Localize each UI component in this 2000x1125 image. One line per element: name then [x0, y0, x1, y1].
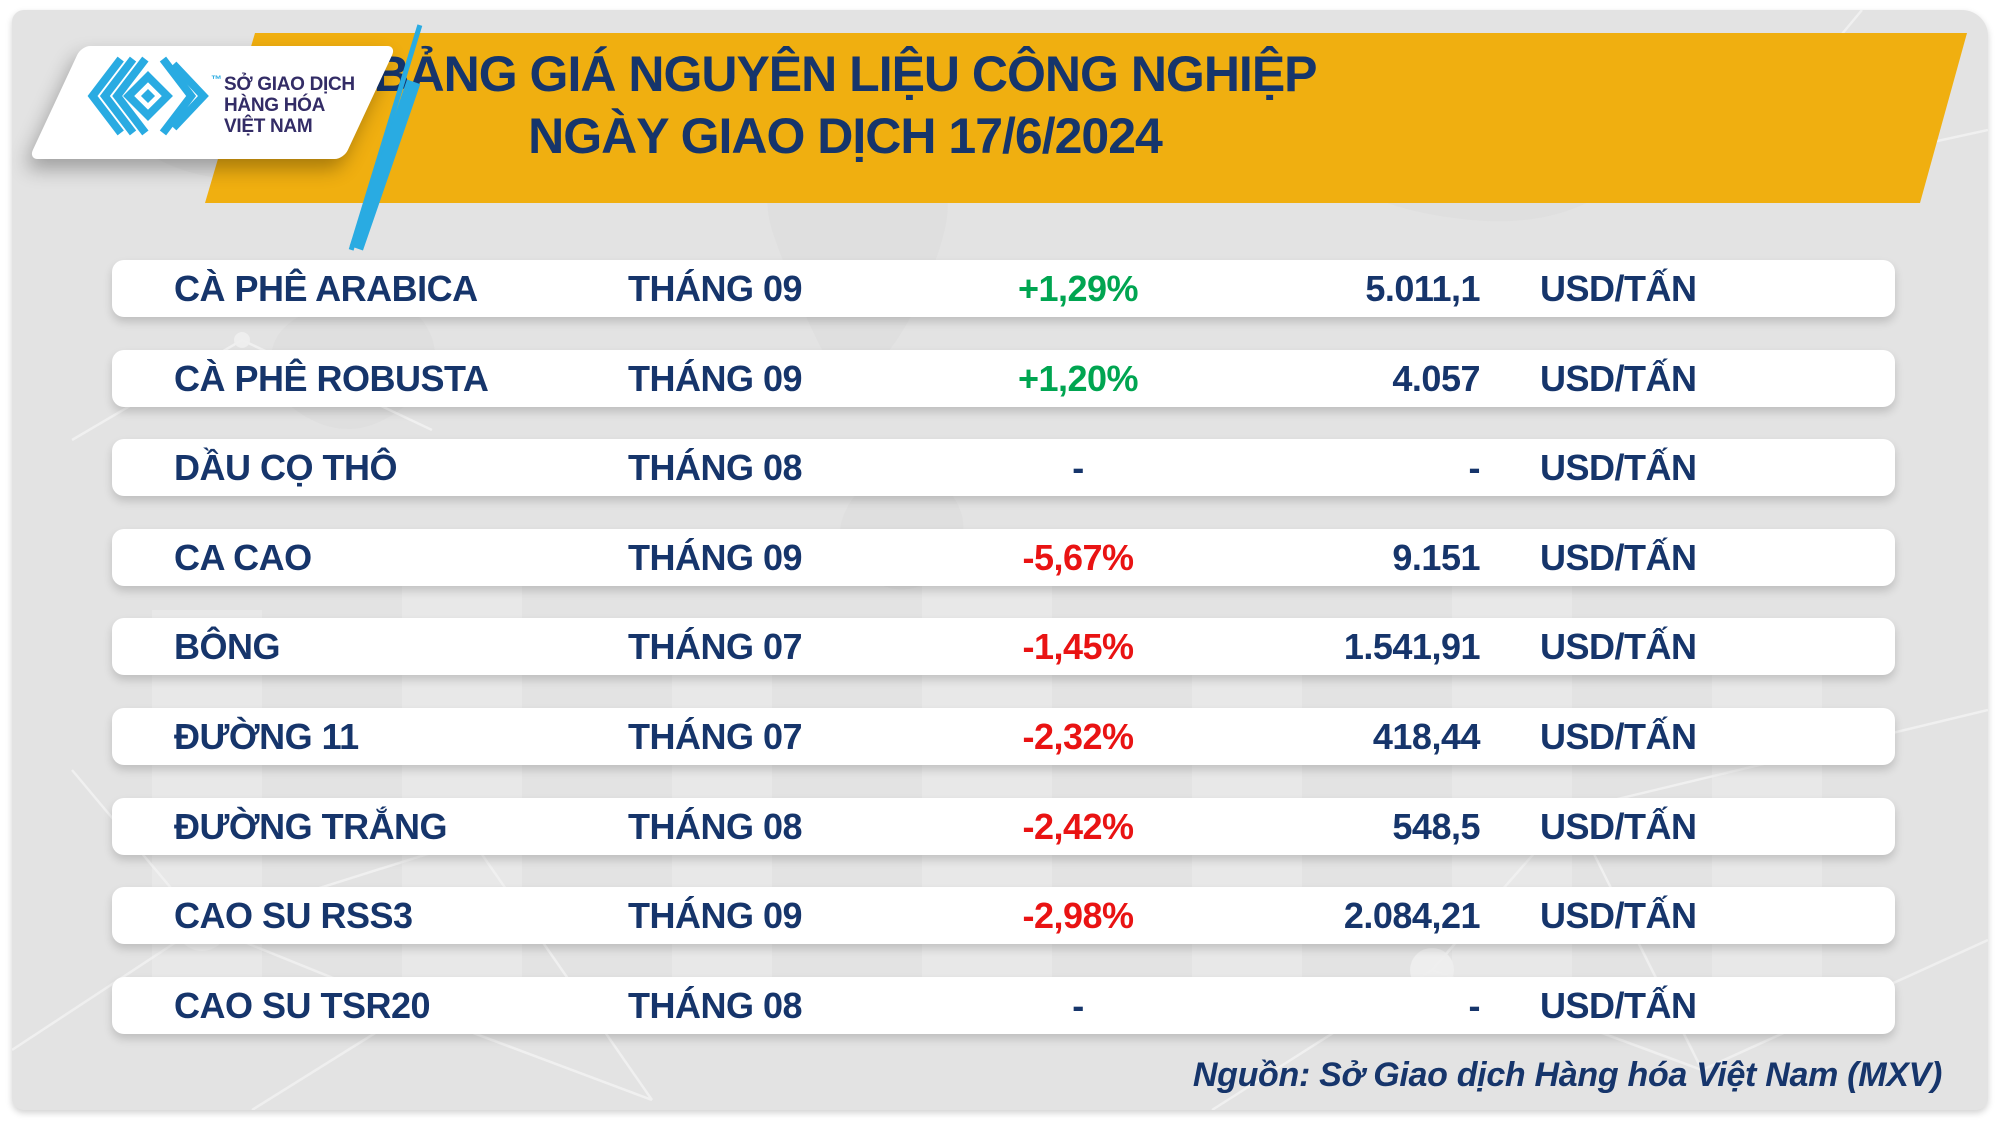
mxv-logo-icon: [87, 56, 209, 136]
price-unit: USD/TẤN: [1540, 626, 1697, 668]
title-line-1: BẢNG GIÁ NGUYÊN LIỆU CÔNG NGHIỆP: [373, 46, 1317, 102]
contract-month: THÁNG 07: [627, 626, 803, 668]
commodity-name: BÔNG: [174, 626, 281, 668]
price-value: -: [1468, 984, 1481, 1026]
title-line-2: NGÀY GIAO DỊCH 17/6/2024: [528, 108, 1163, 164]
price-unit: USD/TẤN: [1540, 895, 1697, 937]
price-value: 9.151: [1392, 536, 1480, 578]
commodity-name: CÀ PHÊ ROBUSTA: [174, 357, 489, 399]
page-title: BẢNG GIÁ NGUYÊN LIỆU CÔNG NGHIỆP NGÀY GI…: [205, 43, 1485, 167]
contract-month: THÁNG 09: [627, 268, 803, 309]
price-value: 5.011,1: [1365, 268, 1480, 309]
table-row: CA CAO THÁNG 09 -5,67% 9.151 USD/TẤN: [112, 528, 1895, 586]
logo-org-name: SỞ GIAO DỊCH HÀNG HÓA VIỆT NAM: [224, 74, 355, 137]
price-unit: USD/TẤN: [1540, 268, 1697, 309]
commodity-name: ĐƯỜNG 11: [174, 715, 359, 757]
source-note: Nguồn: Sở Giao dịch Hàng hóa Việt Nam (M…: [1192, 1056, 1942, 1094]
contract-month: THÁNG 09: [627, 895, 803, 937]
table-row: CAO SU RSS3 THÁNG 09 -2,98% 2.084,21 USD/TẤN: [112, 887, 1895, 945]
logo-org-line-3: VIỆT NAM: [224, 116, 313, 137]
change-percent: -2,42%: [1022, 805, 1134, 847]
table-row: ĐƯỜNG 11 THÁNG 07 -2,32% 418,44 USD/TẤN: [112, 707, 1895, 765]
contract-month: THÁNG 07: [627, 715, 803, 757]
logo-org-line-1: SỞ GIAO DỊCH: [224, 74, 355, 95]
price-unit: USD/TẤN: [1540, 715, 1697, 757]
change-percent: -2,98%: [1022, 895, 1134, 937]
table-row: CÀ PHÊ ARABICA THÁNG 09 +1,29% 5.011,1 USD/T…: [112, 260, 1895, 317]
price-table: CÀ PHÊ ARABICA THÁNG 09 +1,29% 5.011,1 USD/T…: [112, 260, 1895, 1034]
change-percent: +1,20%: [1017, 357, 1139, 399]
contract-month: THÁNG 08: [627, 805, 803, 847]
table-row: CÀ PHÊ ROBUSTA THÁNG 09 +1,20% 4.057 USD/TẤN: [112, 349, 1895, 407]
change-percent: -1,45%: [1022, 626, 1134, 668]
change-percent: -2,32%: [1022, 715, 1134, 757]
logo-content: ™ SỞ GIAO DỊCH HÀNG HÓA VIỆT NAM: [0, 0, 420, 180]
commodity-name: ĐƯỜNG TRẮNG: [174, 805, 448, 847]
contract-month: THÁNG 09: [627, 357, 803, 399]
price-unit: USD/TẤN: [1540, 447, 1697, 489]
commodity-name: CAO SU TSR20: [174, 984, 431, 1026]
contract-month: THÁNG 09: [627, 536, 803, 578]
trademark-symbol: ™: [211, 74, 222, 86]
table-row: BÔNG THÁNG 07 -1,45% 1.541,91 USD/TẤN: [112, 618, 1895, 676]
change-percent: +1,29%: [1017, 268, 1139, 309]
price-value: 4.057: [1392, 357, 1480, 399]
table-row: ĐƯỜNG TRẮNG THÁNG 08 -2,42% 548,5 USD/TẤN: [112, 797, 1895, 855]
price-unit: USD/TẤN: [1540, 357, 1697, 399]
change-percent: -: [1072, 447, 1084, 489]
price-value: 548,5: [1392, 805, 1480, 847]
price-unit: USD/TẤN: [1540, 536, 1697, 578]
price-value: 1.541,91: [1343, 626, 1481, 668]
commodity-name: DẦU CỌ THÔ: [174, 447, 398, 489]
price-value: -: [1468, 447, 1481, 489]
commodity-name: CAO SU RSS3: [174, 895, 413, 937]
change-percent: -5,67%: [1022, 536, 1134, 578]
change-percent: -: [1072, 984, 1084, 1026]
title-banner: BẢNG GIÁ NGUYÊN LIỆU CÔNG NGHIỆP NGÀY GI…: [205, 33, 1967, 203]
commodity-name: CÀ PHÊ ARABICA: [174, 268, 478, 309]
price-value: 2.084,21: [1343, 895, 1481, 937]
price-unit: USD/TẤN: [1540, 984, 1697, 1026]
logo-org-line-2: HÀNG HÓA: [224, 95, 326, 116]
contract-month: THÁNG 08: [627, 984, 803, 1026]
price-value: 418,44: [1372, 715, 1481, 757]
table-row: DẦU CỌ THÔ THÁNG 08 - - USD/TẤN: [112, 439, 1895, 497]
contract-month: THÁNG 08: [627, 447, 803, 489]
table-row: CAO SU TSR20 THÁNG 08 - - USD/TẤN: [112, 976, 1895, 1034]
commodity-name: CA CAO: [174, 536, 312, 578]
price-unit: USD/TẤN: [1540, 805, 1697, 847]
